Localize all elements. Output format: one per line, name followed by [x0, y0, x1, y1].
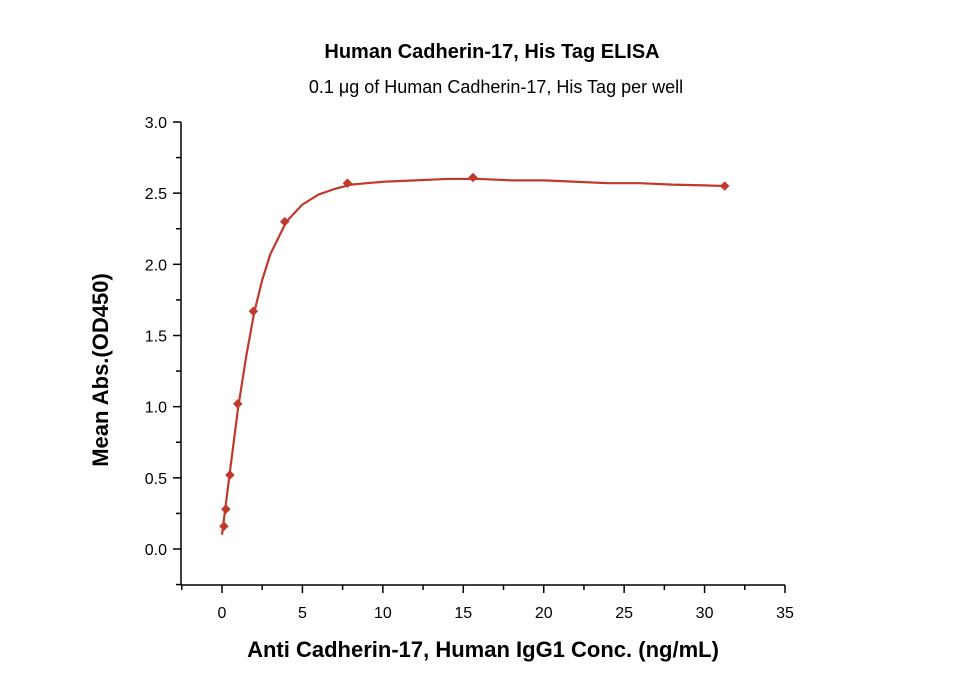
x-tick-label: 25 [615, 605, 633, 622]
x-axis-label: Anti Cadherin-17, Human IgG1 Conc. (ng/m… [247, 637, 719, 662]
x-tick-label: 10 [374, 605, 392, 622]
data-point [719, 181, 730, 191]
fit-curve [220, 177, 725, 535]
y-tick-label: 1.5 [145, 329, 167, 346]
x-tick-label: 35 [776, 605, 794, 622]
y-tick-label: 0.5 [145, 471, 167, 488]
x-tick-label: 20 [535, 605, 553, 622]
data-point [279, 216, 290, 227]
data-point [225, 470, 235, 480]
x-tick-label: 5 [298, 605, 307, 622]
data-point [248, 306, 259, 317]
x-tick-label: 15 [454, 605, 472, 622]
y-tick-label: 2.5 [145, 186, 167, 203]
y-axis-label: Mean Abs.(OD450) [88, 273, 113, 467]
fit-curve-layer [220, 177, 725, 535]
y-tick-label: 1.0 [145, 400, 167, 417]
x-tick-label: 0 [218, 605, 227, 622]
data-point [219, 521, 229, 532]
data-point [221, 504, 231, 515]
x-tick-label: 30 [696, 605, 714, 622]
data-point [232, 398, 243, 409]
data-points [219, 172, 730, 532]
axes: 0.0 0.5 1.0 1.5 2.0 2.5 3.0 0 5 10 15 20 25 30 35 [145, 115, 794, 622]
y-tick-label: 3.0 [145, 115, 167, 132]
data-point [342, 178, 353, 189]
y-tick-label: 2.0 [145, 257, 167, 274]
y-tick-label: 0.0 [145, 542, 167, 559]
chart-subtitle: 0.1 μg of Human Cadherin-17, His Tag per… [309, 77, 683, 97]
data-point [468, 172, 478, 183]
chart-title: Human Cadherin-17, His Tag ELISA [324, 41, 659, 63]
